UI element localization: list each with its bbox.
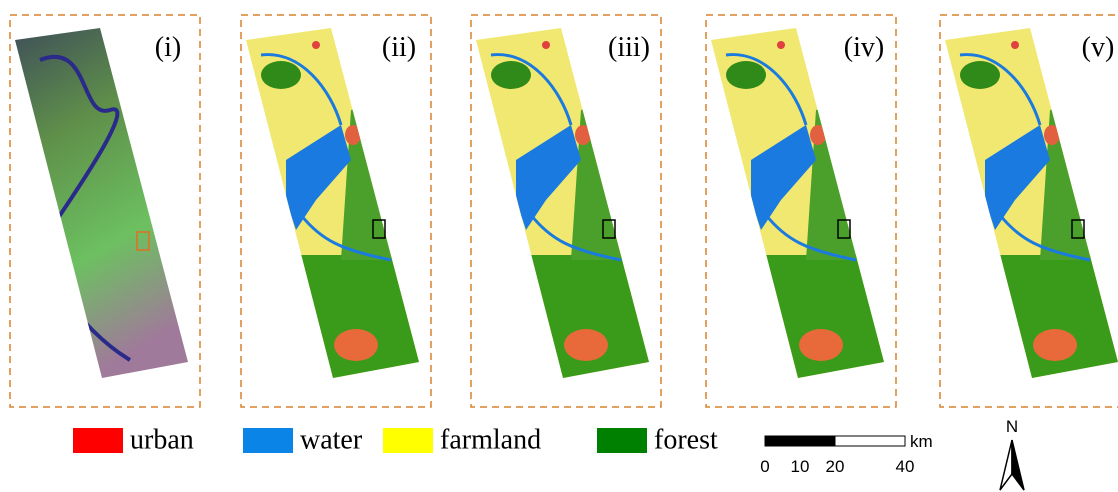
- urban-area: [1044, 125, 1060, 145]
- urban-area: [312, 41, 320, 49]
- urban-area: [345, 125, 361, 145]
- scale-label: 20: [826, 457, 845, 476]
- forest-patch: [726, 61, 766, 89]
- figure: (i) (ii) (iii) (iv) (v) urban water farmland fo…: [0, 0, 1118, 492]
- forest-area: [806, 90, 896, 260]
- forest-area: [571, 90, 661, 260]
- map-panel: (v): [940, 15, 1118, 407]
- forest-area: [341, 90, 431, 260]
- map-panel: (i): [10, 15, 200, 407]
- legend-swatch: [383, 428, 433, 453]
- map-panel: (iv): [706, 15, 896, 407]
- panel-label: (iii): [608, 32, 650, 63]
- legend-swatch: [243, 428, 293, 453]
- map-panel: (iii): [471, 15, 661, 407]
- scale-unit: km: [910, 432, 933, 451]
- panel-label: (v): [1082, 32, 1115, 63]
- urban-area: [542, 41, 550, 49]
- scale-segment: [765, 436, 835, 446]
- urban-area: [575, 125, 591, 145]
- forest-patch: [491, 61, 531, 89]
- forest-area: [471, 255, 661, 395]
- panel-label: (i): [155, 32, 181, 63]
- scale-label: 10: [791, 457, 810, 476]
- urban-area: [564, 329, 608, 361]
- panel-label: (iv): [844, 32, 884, 63]
- map-image: [940, 20, 1118, 395]
- north-arrow: N: [1000, 417, 1024, 490]
- legend-label: water: [300, 424, 363, 455]
- arrow-half: [1012, 440, 1024, 490]
- map-image: [471, 20, 661, 395]
- scale-label: 40: [896, 457, 915, 476]
- satellite-image: [10, 20, 200, 390]
- legend-label: urban: [130, 424, 194, 455]
- scale-segment: [835, 436, 905, 446]
- arrow-half: [1000, 440, 1012, 490]
- urban-area: [810, 125, 826, 145]
- forest-area: [706, 255, 896, 395]
- legend-swatch: [597, 428, 647, 453]
- legend-swatch: [73, 428, 123, 453]
- forest-area: [1040, 90, 1118, 260]
- map-image: [706, 20, 896, 395]
- map-image: [10, 20, 200, 390]
- forest-area: [241, 255, 431, 395]
- urban-area: [799, 329, 843, 361]
- urban-area: [1011, 41, 1019, 49]
- legend-label: farmland: [440, 424, 541, 455]
- forest-area: [940, 255, 1118, 395]
- north-label: N: [1006, 417, 1018, 436]
- scale-bar: km 0 10 20 40: [760, 432, 932, 476]
- legend-label: forest: [654, 424, 718, 455]
- forest-patch: [261, 61, 301, 89]
- scale-label: 0: [760, 457, 769, 476]
- panel-label: (ii): [382, 32, 416, 63]
- forest-patch: [960, 61, 1000, 89]
- urban-area: [1033, 329, 1077, 361]
- map-image: [241, 20, 431, 395]
- map-panel: (ii): [241, 15, 431, 407]
- urban-area: [334, 329, 378, 361]
- urban-area: [777, 41, 785, 49]
